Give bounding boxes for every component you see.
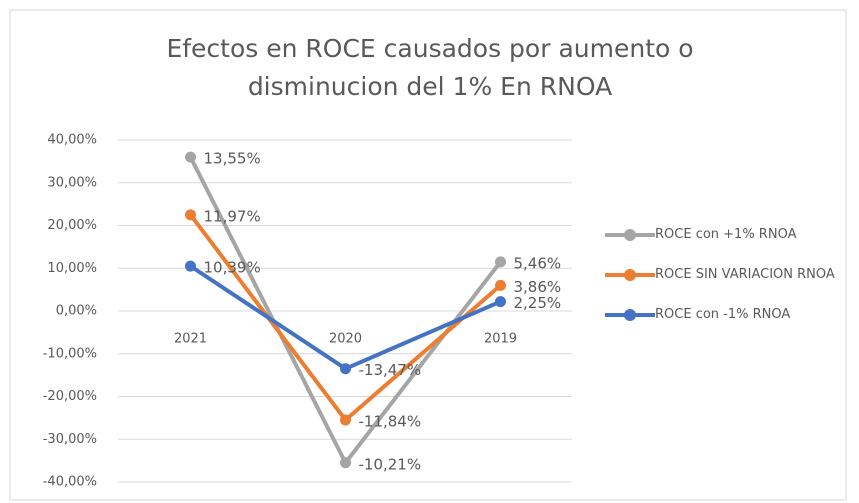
data-label: 13,55% xyxy=(204,150,261,168)
y-tick-label: 30,00% xyxy=(47,175,97,190)
x-tick-label: 2021 xyxy=(174,332,207,347)
data-label: -11,84% xyxy=(359,413,422,431)
chart-border xyxy=(9,9,847,501)
legend-item: ROCE con -1% RNOA xyxy=(605,302,850,328)
y-tick-label: 40,00% xyxy=(47,133,97,148)
y-tick-label: 0,00% xyxy=(56,304,97,319)
y-tick-label: -10,00% xyxy=(43,346,97,361)
y-tick-label: 20,00% xyxy=(47,218,97,233)
marker xyxy=(340,414,351,426)
y-tick-label: -20,00% xyxy=(43,389,97,404)
legend-swatch xyxy=(605,262,655,288)
legend-swatch xyxy=(605,302,655,328)
data-label: 11,97% xyxy=(204,207,261,225)
legend: ROCE con +1% RNOA ROCE SIN VARIACION RNOA… xyxy=(605,222,850,342)
legend-label: ROCE SIN VARIACION RNOA xyxy=(655,267,835,282)
marker xyxy=(185,151,196,163)
data-label: 2,25% xyxy=(514,294,562,312)
chart-title: Efectos en ROCE causados por aumento o d… xyxy=(166,34,694,101)
marker xyxy=(185,260,196,272)
y-tick-label: -40,00% xyxy=(43,475,97,490)
marker xyxy=(340,363,351,375)
legend-label: ROCE con -1% RNOA xyxy=(655,307,791,322)
data-label: 10,39% xyxy=(204,259,261,277)
x-tick-label: 2019 xyxy=(484,332,517,347)
y-tick-label: -30,00% xyxy=(43,432,97,447)
legend-item: ROCE con +1% RNOA xyxy=(605,222,850,248)
marker xyxy=(185,209,196,221)
data-label: 5,46% xyxy=(514,254,562,272)
y-tick-label: 10,00% xyxy=(47,261,97,276)
legend-label: ROCE con +1% RNOA xyxy=(655,227,797,242)
legend-swatch xyxy=(605,222,655,248)
x-tick-label: 2020 xyxy=(329,332,362,347)
data-label: -13,47% xyxy=(359,361,422,379)
marker xyxy=(495,256,506,268)
legend-item: ROCE SIN VARIACION RNOA xyxy=(605,262,850,288)
marker xyxy=(340,457,351,469)
data-label: -10,21% xyxy=(359,455,422,473)
marker xyxy=(495,279,506,291)
data-label: 3,86% xyxy=(514,278,562,296)
marker xyxy=(495,296,506,308)
